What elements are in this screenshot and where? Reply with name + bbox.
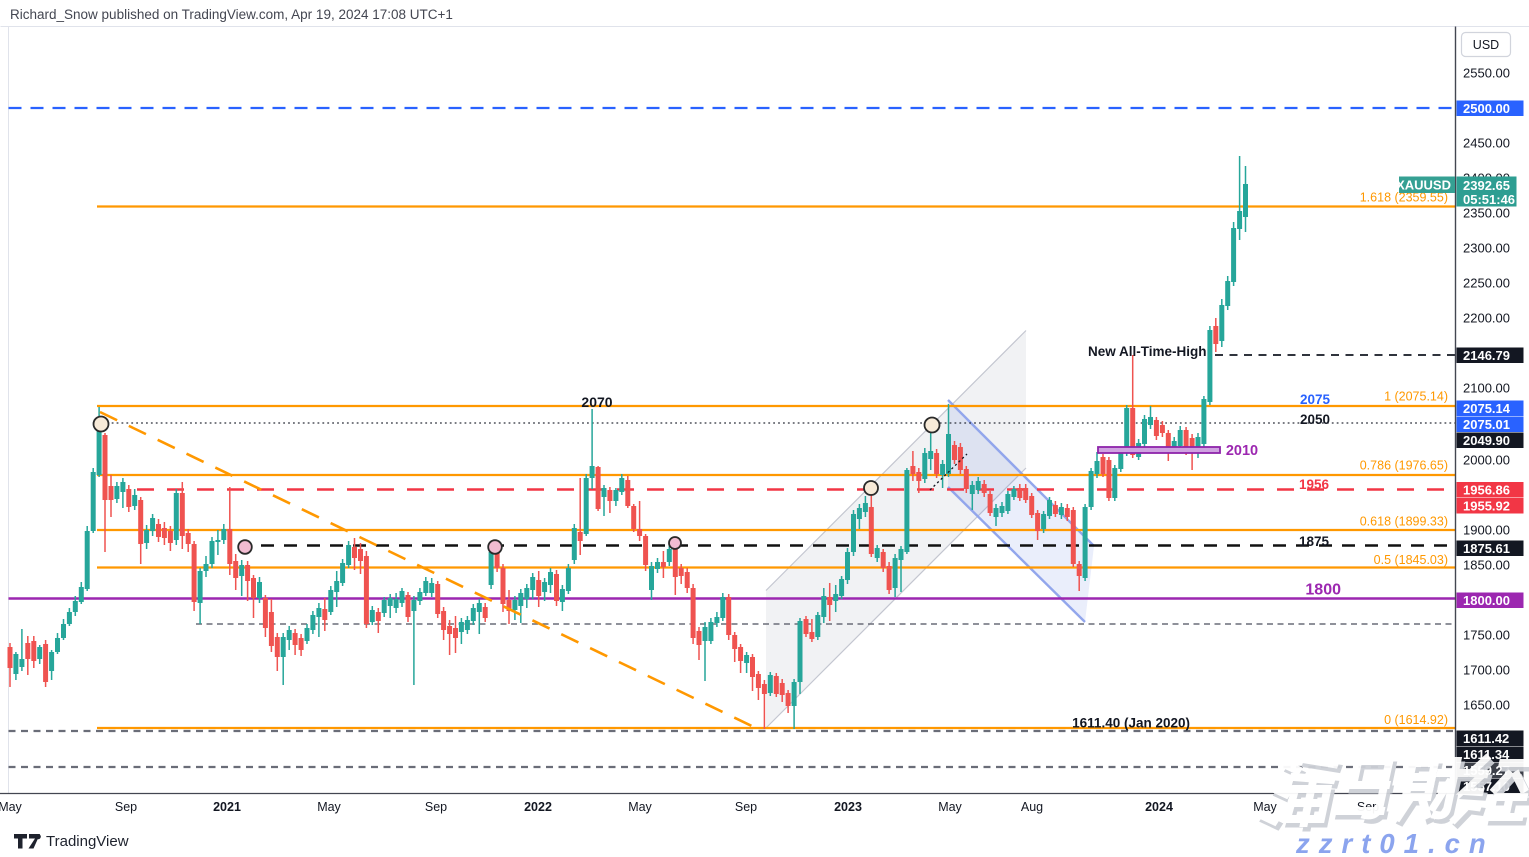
svg-text:1900.00: 1900.00 xyxy=(1463,523,1510,538)
svg-text:2392.65: 2392.65 xyxy=(1463,178,1510,193)
svg-text:2050: 2050 xyxy=(1300,412,1330,427)
svg-text:2075.14: 2075.14 xyxy=(1463,401,1511,416)
svg-text:New All-Time-High: New All-Time-High xyxy=(1088,344,1207,359)
svg-text:2200.00: 2200.00 xyxy=(1463,311,1510,326)
svg-text:2021: 2021 xyxy=(213,800,241,814)
svg-text:1956: 1956 xyxy=(1299,477,1330,492)
svg-text:zzrt01.cn: zzrt01.cn xyxy=(1295,828,1495,857)
svg-text:1875: 1875 xyxy=(1299,534,1330,549)
svg-text:2300.00: 2300.00 xyxy=(1463,241,1510,256)
svg-text:1800: 1800 xyxy=(1305,582,1341,599)
svg-text:2350.00: 2350.00 xyxy=(1463,206,1510,221)
svg-text:1611.40 (Jan 2020): 1611.40 (Jan 2020) xyxy=(1072,716,1190,731)
svg-text:1955.92: 1955.92 xyxy=(1463,498,1510,513)
svg-text:1700.00: 1700.00 xyxy=(1463,663,1510,678)
svg-text:May: May xyxy=(0,800,23,814)
svg-text:May: May xyxy=(628,800,652,814)
svg-text:2250.00: 2250.00 xyxy=(1463,276,1510,291)
svg-text:2146.79: 2146.79 xyxy=(1463,348,1510,363)
svg-text:2075.01: 2075.01 xyxy=(1463,417,1510,432)
svg-text:May: May xyxy=(317,800,341,814)
svg-text:2450.00: 2450.00 xyxy=(1463,136,1510,151)
svg-text:2023: 2023 xyxy=(834,800,862,814)
svg-text:2100.00: 2100.00 xyxy=(1463,381,1510,396)
svg-text:Sep: Sep xyxy=(735,800,757,814)
svg-text:2070: 2070 xyxy=(581,394,612,410)
svg-text:1.618 (2359.55): 1.618 (2359.55) xyxy=(1360,191,1448,205)
svg-text:2022: 2022 xyxy=(524,800,552,814)
svg-text:2010: 2010 xyxy=(1226,443,1258,459)
svg-text:2500.00: 2500.00 xyxy=(1463,101,1510,116)
svg-text:0.5 (1845.03): 0.5 (1845.03) xyxy=(1374,553,1448,567)
svg-text:2000.00: 2000.00 xyxy=(1463,453,1510,468)
svg-text:May: May xyxy=(938,800,962,814)
svg-text:1650.00: 1650.00 xyxy=(1463,698,1510,713)
svg-text:0.618 (1899.33): 0.618 (1899.33) xyxy=(1360,515,1448,529)
svg-text:1850.00: 1850.00 xyxy=(1463,558,1510,573)
svg-text:TradingView: TradingView xyxy=(46,833,129,850)
svg-text:1611.42: 1611.42 xyxy=(1463,731,1509,746)
svg-text:1 (2075.14): 1 (2075.14) xyxy=(1384,390,1448,404)
svg-text:2075: 2075 xyxy=(1300,392,1331,407)
svg-text:1956.86: 1956.86 xyxy=(1463,482,1510,497)
svg-text:Sep: Sep xyxy=(115,800,137,814)
svg-text:0 (1614.92): 0 (1614.92) xyxy=(1384,713,1448,727)
svg-text:05:51:46: 05:51:46 xyxy=(1463,192,1515,207)
svg-text:May: May xyxy=(1253,800,1277,814)
svg-text:0.786 (1976.65): 0.786 (1976.65) xyxy=(1360,459,1448,473)
svg-text:2049.90: 2049.90 xyxy=(1463,433,1510,448)
svg-text:1800.00: 1800.00 xyxy=(1463,593,1510,608)
svg-text:XAUUSD: XAUUSD xyxy=(1396,178,1451,193)
svg-text:Richard_Snow published on Trad: Richard_Snow published on TradingView.co… xyxy=(10,7,453,22)
svg-text:2550.00: 2550.00 xyxy=(1463,66,1510,81)
svg-text:2024: 2024 xyxy=(1145,800,1173,814)
svg-text:USD: USD xyxy=(1473,38,1499,52)
svg-text:1750.00: 1750.00 xyxy=(1463,628,1510,643)
svg-text:1875.61: 1875.61 xyxy=(1463,541,1510,556)
svg-text:Aug: Aug xyxy=(1021,800,1043,814)
svg-text:Sep: Sep xyxy=(425,800,447,814)
